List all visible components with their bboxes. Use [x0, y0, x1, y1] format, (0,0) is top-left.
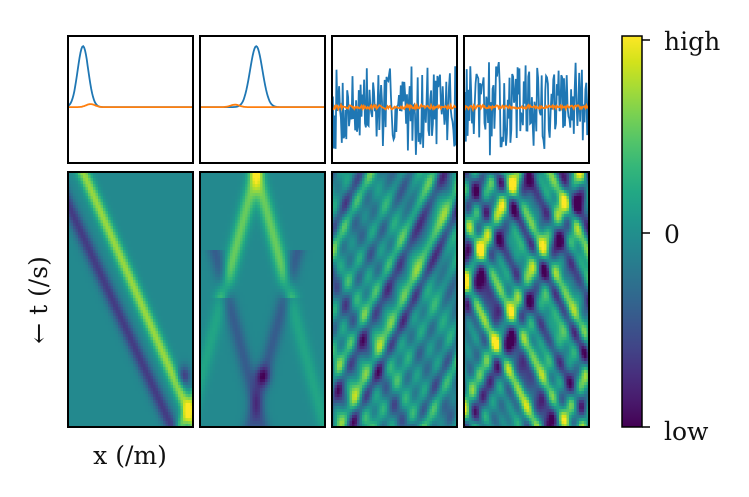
colorbar-label-high: high	[664, 27, 720, 56]
heatmap-cells	[464, 172, 590, 428]
heatmap-panel-3	[331, 171, 458, 428]
series-line-orange	[68, 103, 193, 108]
heatmap-panel-frame	[331, 171, 458, 428]
heatmap-panel-frame	[199, 171, 326, 428]
line-panel-3	[331, 35, 458, 164]
series-line-blue	[332, 66, 457, 155]
line-panel-2	[199, 35, 326, 164]
line-panel-frame	[331, 35, 458, 164]
line-panel-frame	[199, 35, 326, 164]
heatmap-cells	[200, 172, 326, 428]
colorbar-gradient	[621, 35, 643, 428]
line-panel-frame	[67, 35, 194, 164]
line-panel-frame	[463, 35, 590, 164]
y-axis-label: ← t (/s)	[24, 256, 53, 344]
series-line-blue	[200, 45, 325, 108]
heatmap-cells	[68, 172, 194, 428]
series-line-orange	[200, 103, 325, 108]
colorbar-label-low: low	[664, 417, 709, 446]
series-line-orange	[332, 102, 457, 112]
series-line-blue	[464, 61, 589, 156]
heatmap-panel-4	[463, 171, 590, 428]
series-line-blue	[68, 45, 193, 108]
line-panel-4	[463, 35, 590, 164]
colorbar-label-zero: 0	[664, 220, 680, 249]
heatmap-cells	[332, 172, 458, 428]
heatmap-panel-frame	[463, 171, 590, 428]
panels	[67, 35, 590, 428]
colorbar: high 0 low	[621, 27, 720, 446]
x-axis-label: x (/m)	[93, 441, 167, 470]
heatmap-panel-frame	[67, 171, 194, 428]
line-panel-1	[67, 35, 194, 164]
heatmap-panel-2	[199, 171, 326, 428]
series-line-orange	[464, 102, 589, 113]
heatmap-panel-1	[67, 171, 194, 428]
